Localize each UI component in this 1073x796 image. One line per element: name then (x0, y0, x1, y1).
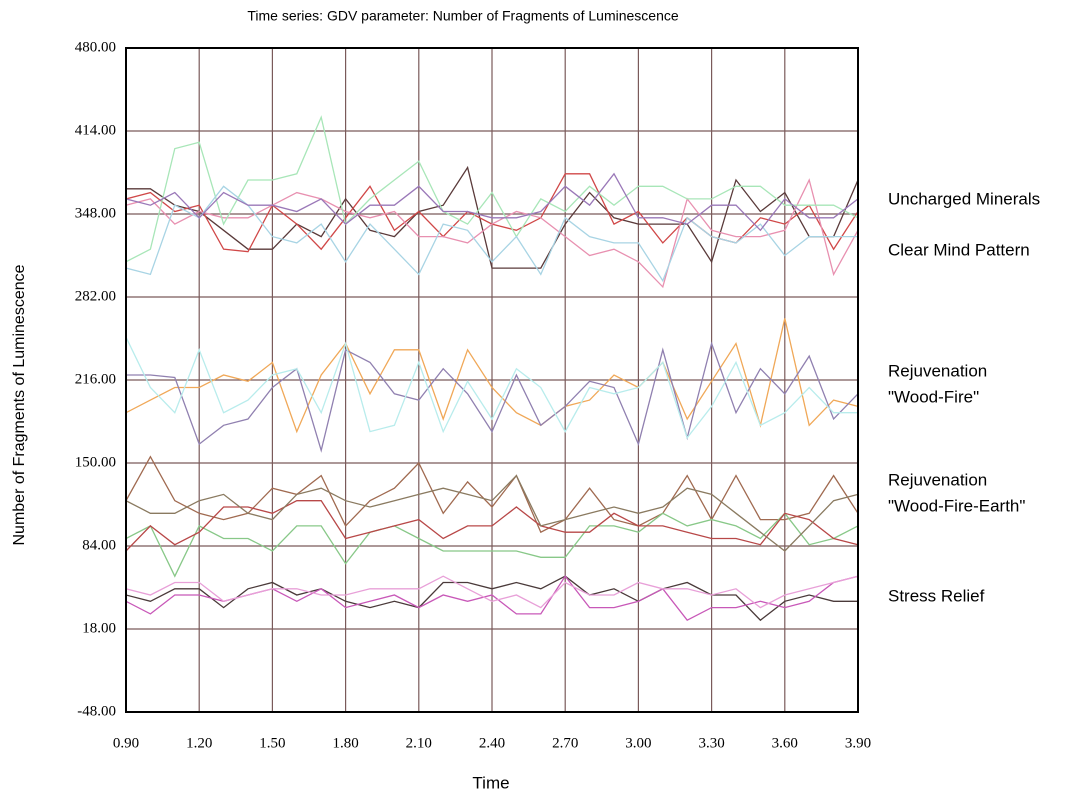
y-tick-label: 348.00 (75, 205, 116, 221)
x-axis-label: Time (472, 773, 509, 792)
y-tick-label: 150.00 (75, 454, 116, 470)
series-line (125, 115, 859, 263)
x-tick-label: 1.20 (186, 735, 212, 751)
x-tick-label: 3.90 (845, 735, 871, 751)
annotation: Rejuvenation (888, 470, 987, 489)
series-line (125, 474, 859, 552)
annotation: Rejuvenation (888, 361, 987, 380)
annotation: Stress Relief (888, 586, 985, 605)
y-axis-label: Number of Fragments of Luminescence (11, 264, 28, 545)
y-tick-label: 480.00 (75, 39, 116, 55)
y-tick-label: 18.00 (82, 620, 116, 636)
x-tick-label: 2.70 (552, 735, 578, 751)
x-tick-label: 1.50 (259, 735, 285, 751)
x-tick-label: 3.30 (698, 735, 724, 751)
series-line (125, 178, 859, 289)
x-tick-label: 0.90 (113, 735, 139, 751)
series-line (126, 165, 859, 269)
annotation: Clear Mind Pattern (888, 240, 1030, 259)
series-line (125, 500, 859, 552)
series-line (125, 336, 858, 440)
series-line (125, 575, 859, 609)
plot-frame (125, 47, 859, 713)
x-tick-label: 3.60 (772, 735, 798, 751)
series-line (125, 318, 859, 434)
x-tick-label: 3.00 (625, 735, 651, 751)
chart-title: Time series: GDV parameter: Number of Fr… (247, 8, 679, 24)
x-tick-label: 2.40 (479, 735, 505, 751)
y-tick-label: 414.00 (75, 122, 116, 138)
x-tick-label: 1.80 (332, 735, 358, 751)
y-tick-label: -48.00 (77, 703, 116, 719)
annotation: "Wood-Fire" (888, 387, 979, 406)
series-line (126, 341, 859, 453)
annotation: "Wood-Fire-Earth" (888, 496, 1025, 515)
series-line (125, 172, 859, 232)
series-line (125, 512, 859, 578)
series-line (125, 575, 858, 622)
annotation: Uncharged Minerals (888, 189, 1040, 208)
y-tick-label: 216.00 (75, 371, 116, 387)
y-tick-label: 282.00 (75, 288, 116, 304)
y-tick-label: 84.00 (82, 537, 116, 553)
x-tick-label: 2.10 (406, 735, 432, 751)
